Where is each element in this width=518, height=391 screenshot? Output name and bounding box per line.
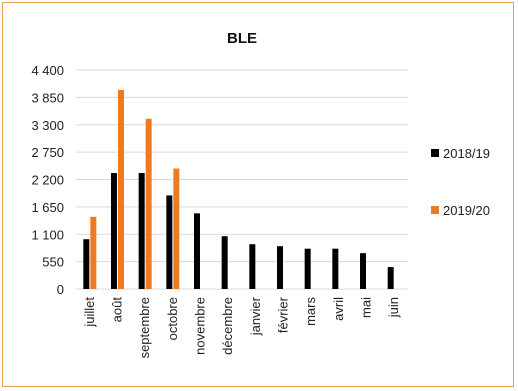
x-tick-label: septembre <box>137 297 152 358</box>
bar-septembre-2019-20 <box>145 118 152 289</box>
bar-octobre-2019-20 <box>173 168 180 289</box>
bar-août-2018-19 <box>111 173 117 289</box>
bar-novembre-2018-19 <box>194 213 200 289</box>
bar-février-2018-19 <box>277 246 283 289</box>
y-tick-label: 550 <box>42 255 64 270</box>
x-tick-label: janvier <box>248 296 263 336</box>
y-tick-label: 3 300 <box>31 118 64 133</box>
legend-label: 2019/20 <box>443 203 490 218</box>
legend-swatch <box>431 206 439 214</box>
x-axis-ticks: juillet août septembre octobre novembre décem… <box>82 296 401 358</box>
x-tick-label: février <box>276 296 291 333</box>
y-axis-ticks: 0 550 1 100 1 650 2 200 2 750 3 300 3 850 4 400 <box>31 63 64 297</box>
bars <box>83 89 394 289</box>
x-tick-label: avril <box>331 297 346 321</box>
bar-avril-2018-19 <box>332 248 339 289</box>
bar-juillet-2018-19 <box>83 239 90 289</box>
x-tick-label: décembre <box>220 297 235 355</box>
x-tick-label: mai <box>359 297 374 318</box>
gridlines <box>76 69 408 263</box>
bar-mars-2018-19 <box>304 248 311 289</box>
bar-décembre-2018-19 <box>221 236 228 289</box>
y-tick-label: 3 850 <box>31 90 64 105</box>
bar-août-2019-20 <box>118 89 124 289</box>
y-tick-label: 4 400 <box>31 63 64 78</box>
x-tick-label: novembre <box>193 297 208 355</box>
legend: 2018/19 2019/20 <box>431 146 490 218</box>
bar-septembre-2018-19 <box>138 173 145 289</box>
x-tick-label: juin <box>386 297 401 318</box>
y-tick-label: 2 750 <box>31 145 64 160</box>
bar-janvier-2018-19 <box>249 244 256 289</box>
legend-swatch <box>431 149 439 157</box>
y-tick-label: 1 650 <box>31 200 64 215</box>
x-tick-label: août <box>110 297 125 323</box>
bar-octobre-2018-19 <box>166 195 173 289</box>
y-tick-label: 1 100 <box>31 227 64 242</box>
bar-juin-2018-19 <box>387 267 394 289</box>
bar-juillet-2019-20 <box>90 216 97 289</box>
chart-frame <box>2 2 514 387</box>
x-tick-label: mars <box>303 297 318 326</box>
x-tick-label: juillet <box>82 297 97 328</box>
y-tick-label: 0 <box>57 282 64 297</box>
y-tick-label: 2 200 <box>31 173 64 188</box>
chart-title: BLE <box>227 30 257 47</box>
legend-label: 2018/19 <box>443 146 490 161</box>
bar-mai-2018-19 <box>360 253 366 289</box>
x-tick-label: octobre <box>165 297 180 340</box>
